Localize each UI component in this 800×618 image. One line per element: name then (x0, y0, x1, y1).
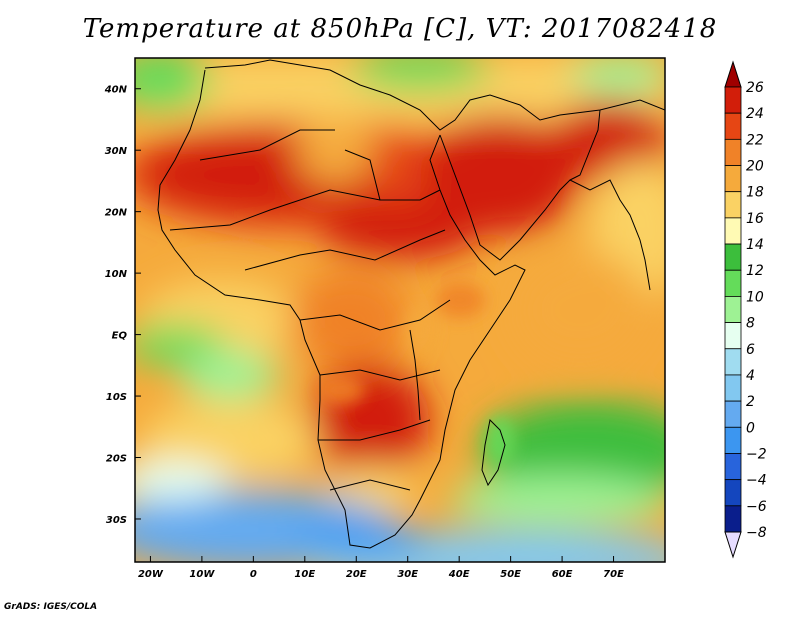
colorbar-swatch (724, 138, 742, 166)
lon-tick-label: 60E (552, 569, 573, 580)
colorbar-label: 24 (746, 106, 764, 122)
colorbar-swatch (724, 400, 742, 428)
colorbar-top-arrow (724, 60, 742, 88)
lon-tick-label: 50E (500, 569, 521, 580)
lon-tick-label: 10W (189, 569, 215, 580)
colorbar-label: 20 (746, 159, 764, 175)
lat-tick-label: 20N (105, 208, 128, 219)
longitude-axis: 20W 10W 0 10E 20E 30E 40E 50E 60E 70E (138, 556, 624, 580)
colorbar-label: 10 (746, 289, 764, 305)
lon-tick-label: 70E (603, 569, 624, 580)
colorbar-label: 0 (746, 420, 755, 436)
lon-tick-label: 10E (294, 569, 315, 580)
colorbar-swatch (724, 374, 742, 402)
lat-tick-label: EQ (112, 331, 128, 342)
colorbar-swatch (724, 479, 742, 507)
map-title: Temperature at 850hPa [C], VT: 201708241… (82, 14, 718, 44)
lon-tick-label: 0 (250, 569, 257, 580)
lat-tick-label: 30N (105, 146, 128, 157)
colorbar-label: 8 (746, 316, 755, 332)
colorbar-swatch (724, 191, 742, 219)
colorbar-swatch (724, 296, 742, 323)
colorbar-label: −6 (746, 499, 767, 515)
credit-footer: GrADS: IGES/COLA (4, 602, 98, 612)
map-frame (134, 57, 666, 563)
colorbar-label: −2 (746, 446, 767, 462)
colorbar-swatch (724, 165, 742, 193)
colorbar-swatch (724, 322, 742, 350)
colorbar-label: −4 (746, 473, 767, 489)
colorbar-swatch (724, 453, 742, 481)
colorbar-label: 16 (746, 211, 764, 227)
lon-tick-label: 20E (346, 569, 367, 580)
colorbar-swatch (724, 269, 742, 297)
lon-tick-label: 30E (397, 569, 418, 580)
colorbar-label: 6 (746, 342, 755, 358)
lat-tick-label: 10S (106, 392, 127, 403)
colorbar-swatch (724, 505, 742, 533)
colorbar-label: 22 (746, 132, 764, 148)
colorbar-swatch (724, 348, 742, 376)
lat-tick-label: 30S (106, 515, 127, 526)
colorbar-swatch (724, 217, 742, 245)
lon-tick-label: 40E (448, 569, 470, 580)
colorbar-bottom-arrow (724, 531, 742, 559)
colorbar-swatch (724, 86, 742, 114)
colorbar-label: 18 (746, 185, 764, 201)
temperature-field (135, 58, 665, 562)
colorbar-swatch (724, 243, 742, 271)
lat-tick-label: 20S (106, 454, 127, 465)
colorbar-label: 4 (746, 368, 755, 384)
colorbar-swatch (724, 112, 742, 140)
lat-tick-label: 10N (105, 269, 128, 280)
colorbar-label: −8 (746, 525, 767, 541)
lon-tick-label: 20W (138, 569, 164, 580)
colorbar-label: 26 (746, 80, 764, 96)
colorbar-label: 2 (746, 394, 755, 410)
lat-tick-label: 40N (104, 85, 128, 96)
colorbar-label: 12 (746, 263, 764, 279)
coastlines (157, 59, 665, 549)
latitude-axis: 40N 30N 20N 10N EQ 10S 20S 30S (104, 85, 141, 526)
colorbar-swatch (724, 426, 742, 454)
colorbar-label: 14 (746, 237, 764, 253)
